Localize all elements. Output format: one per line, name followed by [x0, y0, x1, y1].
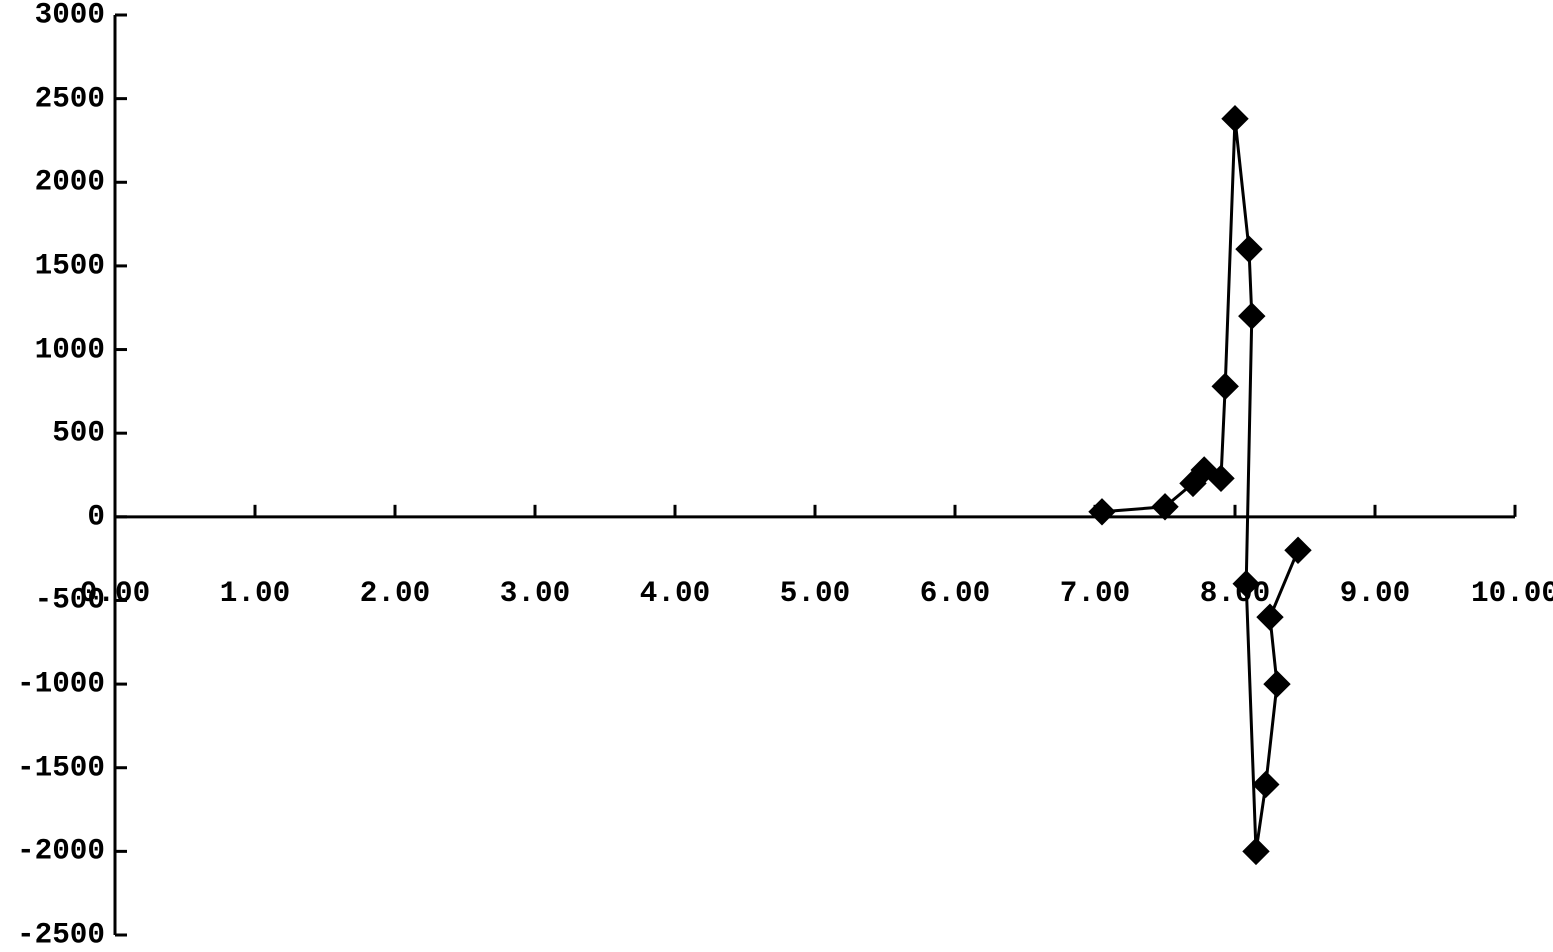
line-chart	[0, 0, 1553, 950]
y-tick-label: -2000	[17, 835, 105, 868]
chart-container: -2500-2000-1500-1000-5000500100015002000…	[0, 0, 1553, 950]
x-tick-label: 10.00	[1471, 577, 1553, 610]
x-tick-label: 7.00	[1060, 577, 1130, 610]
y-tick-label: 1500	[35, 249, 105, 282]
y-tick-label: 3000	[35, 0, 105, 32]
x-tick-label: 0.00	[80, 577, 150, 610]
x-tick-label: 8.00	[1200, 577, 1270, 610]
x-tick-label: 2.00	[360, 577, 430, 610]
y-tick-label: 500	[52, 417, 105, 450]
x-tick-label: 5.00	[780, 577, 850, 610]
y-tick-label: -1000	[17, 668, 105, 701]
y-tick-label: -1500	[17, 751, 105, 784]
x-tick-label: 3.00	[500, 577, 570, 610]
y-tick-label: -2500	[17, 919, 105, 952]
y-tick-label: 0	[87, 500, 105, 533]
x-tick-label: 1.00	[220, 577, 290, 610]
x-tick-label: 9.00	[1340, 577, 1410, 610]
y-tick-label: 2000	[35, 166, 105, 199]
x-tick-label: 6.00	[920, 577, 990, 610]
x-tick-label: 4.00	[640, 577, 710, 610]
y-tick-label: 2500	[35, 82, 105, 115]
y-tick-label: 1000	[35, 333, 105, 366]
